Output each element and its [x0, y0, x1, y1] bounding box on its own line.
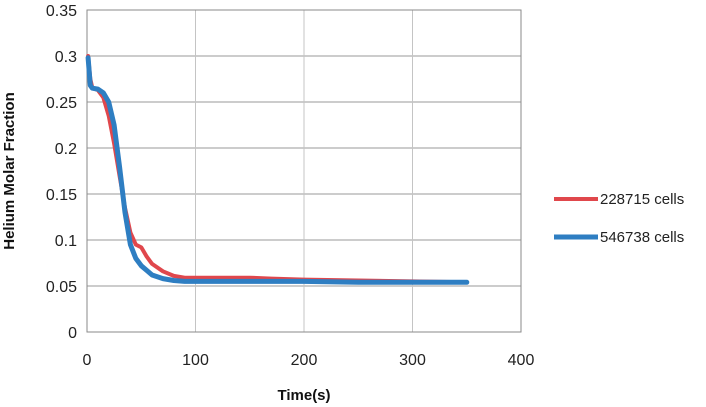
y-tick-label: 0.1: [55, 233, 77, 250]
x-tick-label: 300: [399, 352, 426, 369]
y-axis-ticks: 0 0.05 0.1 0.15 0.2 0.25 0.3 0.35: [46, 3, 77, 342]
x-tick-label: 0: [83, 352, 92, 369]
y-tick-label: 0.35: [46, 3, 77, 20]
y-tick-label: 0.05: [46, 279, 77, 296]
legend-label: 228715 cells: [600, 191, 684, 208]
legend: 228715 cells 546738 cells: [554, 191, 684, 246]
y-tick-label: 0.25: [46, 95, 77, 112]
series-lines: [85, 54, 470, 285]
y-axis-label: Helium Molar Fraction: [1, 92, 18, 250]
x-axis-ticks: 0 100 200 300 400: [83, 352, 535, 369]
y-tick-label: 0.15: [46, 187, 77, 204]
series-line-1: [86, 54, 469, 285]
x-axis-label: Time(s): [277, 387, 330, 404]
plot-area-border: [86, 9, 522, 333]
y-tick-label: 0.3: [55, 49, 77, 66]
x-tick-label: 400: [508, 352, 535, 369]
x-tick-label: 100: [182, 352, 209, 369]
series-line-2: [85, 55, 470, 285]
x-tick-label: 200: [291, 352, 318, 369]
y-tick-label: 0: [68, 325, 77, 342]
legend-label: 546738 cells: [600, 229, 684, 246]
y-tick-label: 0.2: [55, 141, 77, 158]
